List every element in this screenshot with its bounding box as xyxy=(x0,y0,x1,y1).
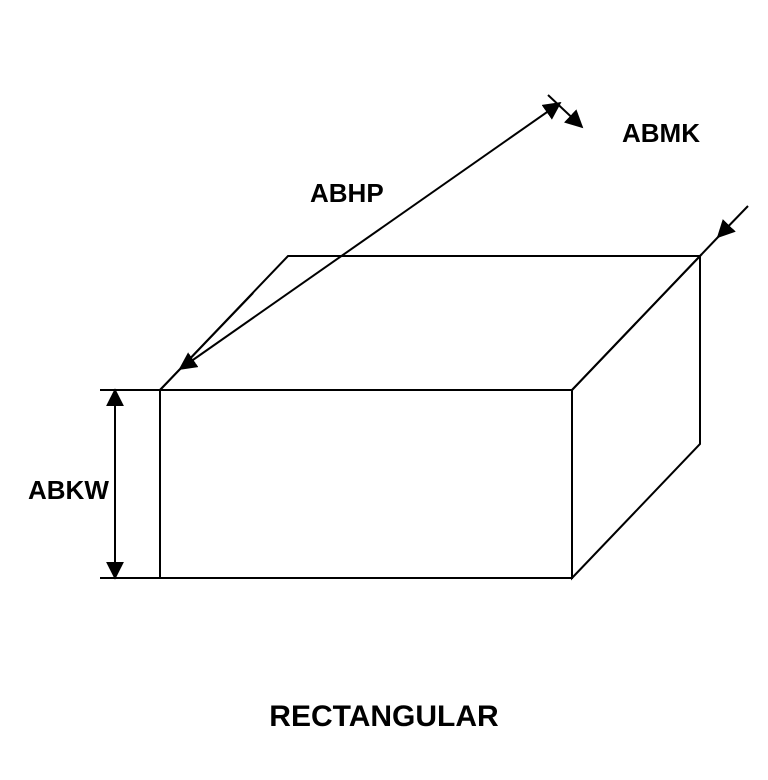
dimension-label-height: ABKW xyxy=(28,475,109,506)
diagram-title: RECTANGULAR xyxy=(0,700,768,734)
dimension-label-length: ABHP xyxy=(310,178,384,209)
extension-lines xyxy=(100,235,720,578)
dimension-label-width: ABMK xyxy=(622,118,700,149)
diagram-canvas xyxy=(0,0,768,780)
